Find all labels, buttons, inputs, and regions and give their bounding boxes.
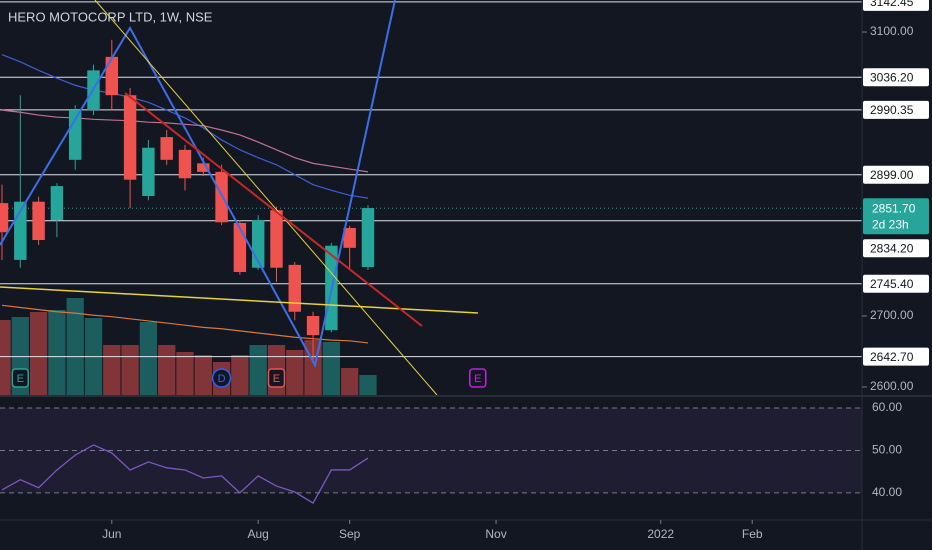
x-tick-label: Jun (102, 527, 121, 541)
moving-average (1, 109, 369, 173)
volume-bar (194, 355, 212, 395)
event-marker (211, 368, 232, 388)
x-tick-label: Nov (485, 527, 506, 541)
candle-body (361, 208, 375, 268)
volume-bar (0, 320, 11, 395)
candle-body (178, 149, 192, 179)
candle-body (32, 201, 45, 241)
candle-body (50, 186, 64, 221)
candle-body (105, 56, 119, 96)
rsi-tick-label: 40.00 (872, 485, 902, 499)
rsi-tick-label: 50.00 (872, 443, 902, 457)
candle-body (215, 171, 228, 223)
x-tick-label: Sep (339, 527, 361, 541)
rsi-band (0, 408, 862, 493)
event-marker (469, 368, 487, 388)
volume-bar (249, 345, 267, 395)
x-tick-label: Aug (247, 527, 268, 541)
volume-bar (103, 345, 121, 395)
level-label: 2899.00 (870, 168, 914, 182)
trendline (124, 92, 423, 327)
volume-bar (29, 312, 48, 395)
level-label: 3036.20 (870, 70, 914, 84)
level-label-box (863, 274, 929, 293)
candle-body (343, 227, 356, 248)
level-label: 2745.40 (870, 277, 914, 291)
event-label: E (17, 373, 24, 385)
level-label-box (863, 347, 929, 366)
level-label: 2834.20 (870, 241, 914, 255)
level-label-box (863, 100, 929, 119)
rsi-tick-label: 60.00 (872, 400, 902, 414)
y-tick-label: 2600.00 (870, 379, 914, 393)
rsi-line (1, 444, 369, 504)
candle-body (233, 222, 247, 272)
countdown: 2d 23h (872, 217, 909, 231)
level-label: 2990.35 (870, 103, 914, 117)
y-tick-label: 2700.00 (870, 308, 914, 322)
volume-bar (121, 345, 139, 395)
candle-body (270, 210, 283, 268)
x-tick-label: 2022 (647, 527, 674, 541)
y-tick-label: 3100.00 (870, 24, 914, 38)
volume-bar (341, 368, 359, 395)
candle-body (306, 315, 320, 336)
volume-bar (322, 342, 341, 395)
volume-bar (176, 352, 194, 395)
volume-bar (48, 310, 66, 395)
event-label: E (273, 373, 280, 385)
rsi-pane (0, 407, 862, 504)
last-price-label: 2851.70 (872, 201, 916, 215)
candle-body (197, 163, 210, 172)
chart-title: HERO MOTOCORP LTD, 1W, NSE (8, 9, 213, 24)
level-label-box (863, 68, 929, 87)
last-price-box (863, 198, 929, 235)
volume-bar (359, 375, 377, 395)
event-marker (267, 368, 286, 388)
volume-bar (286, 350, 304, 395)
moving-average (1, 54, 369, 199)
candle-body (288, 264, 301, 312)
drawings (0, 0, 479, 396)
volume-bar (139, 322, 158, 395)
level-label-box (863, 0, 929, 11)
event-label: E (474, 373, 481, 385)
x-tick-label: Feb (742, 527, 763, 541)
event-marker (11, 368, 30, 388)
candle-body (123, 95, 137, 180)
level-label-box (863, 239, 929, 258)
candle-body (0, 203, 9, 233)
volume-bar (231, 355, 249, 395)
candle-body (68, 110, 82, 160)
trendline (0, 0, 396, 368)
candle-body (160, 137, 173, 160)
level-label: 3142.45 (870, 0, 914, 9)
volume-bar (66, 298, 84, 395)
candle-body (142, 147, 155, 197)
volume-bar (158, 345, 176, 395)
level-label-box (863, 165, 929, 184)
trendline (94, 0, 438, 396)
event-label: D (218, 373, 226, 385)
level-label: 2642.70 (870, 350, 914, 364)
axes: 3100.00 2700.00 2600.00 3142.45 3036.20 2990.… (102, 0, 929, 541)
moving-average (1, 304, 369, 344)
